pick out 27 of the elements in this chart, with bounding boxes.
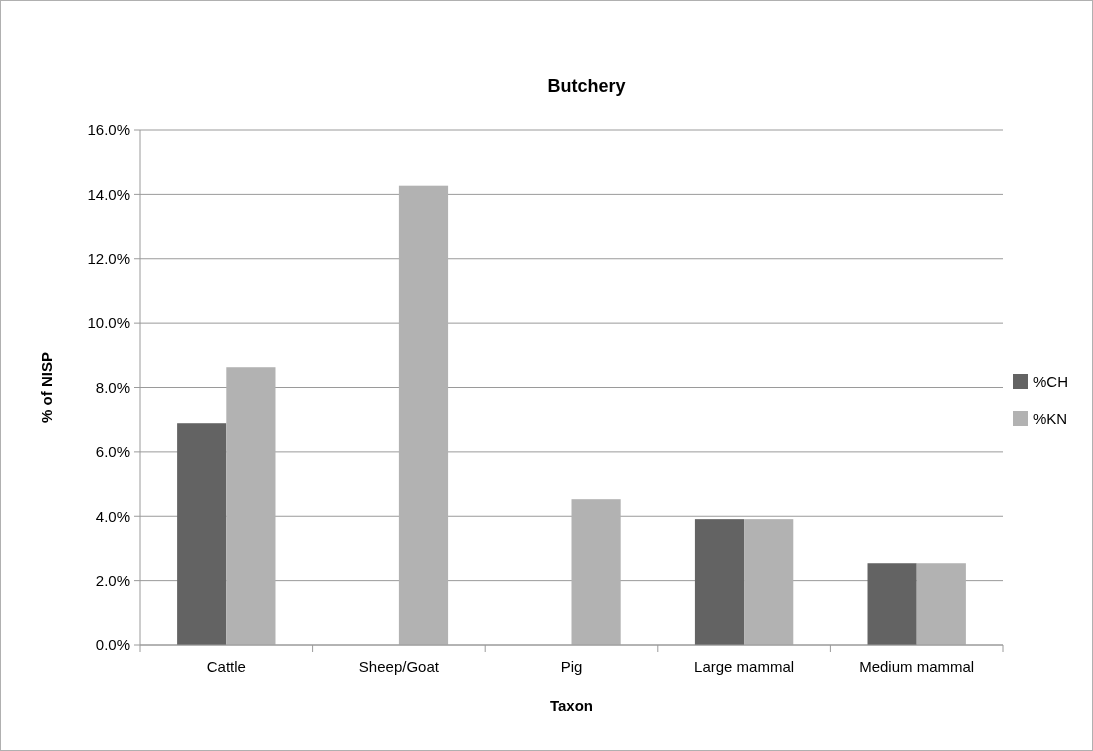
y-tick-label: 10.0% xyxy=(87,314,130,332)
bar xyxy=(744,519,794,645)
bar xyxy=(867,563,917,645)
bar xyxy=(398,185,449,645)
chart-title: Butchery xyxy=(547,76,626,96)
y-tick-label: 12.0% xyxy=(87,250,130,267)
y-tick-label: 16.0% xyxy=(87,121,130,139)
y-axis-title: % of NISP xyxy=(38,352,55,423)
bar xyxy=(177,423,227,645)
y-tick-label: 14.0% xyxy=(87,185,130,203)
bar xyxy=(571,499,621,645)
bar xyxy=(916,563,966,645)
legend-label: %KN xyxy=(1033,410,1068,428)
y-tick-label: 6.0% xyxy=(95,443,130,461)
x-tick-label: Cattle xyxy=(206,658,246,675)
x-tick-label: Sheep/Goat xyxy=(358,658,440,675)
bar xyxy=(694,519,745,645)
y-tick-label: 4.0% xyxy=(95,507,130,525)
x-axis-title: Taxon xyxy=(549,697,594,714)
y-tick-label: 8.0% xyxy=(95,378,130,396)
x-tick-label: Large mammal xyxy=(694,658,795,675)
legend-label: %CH xyxy=(1033,373,1069,391)
x-tick-label: Medium mammal xyxy=(859,658,975,675)
y-tick-label: 2.0% xyxy=(95,571,130,589)
bar xyxy=(226,367,276,645)
x-tick-label: Pig xyxy=(560,658,583,675)
y-tick-label: 0.0% xyxy=(95,636,130,654)
